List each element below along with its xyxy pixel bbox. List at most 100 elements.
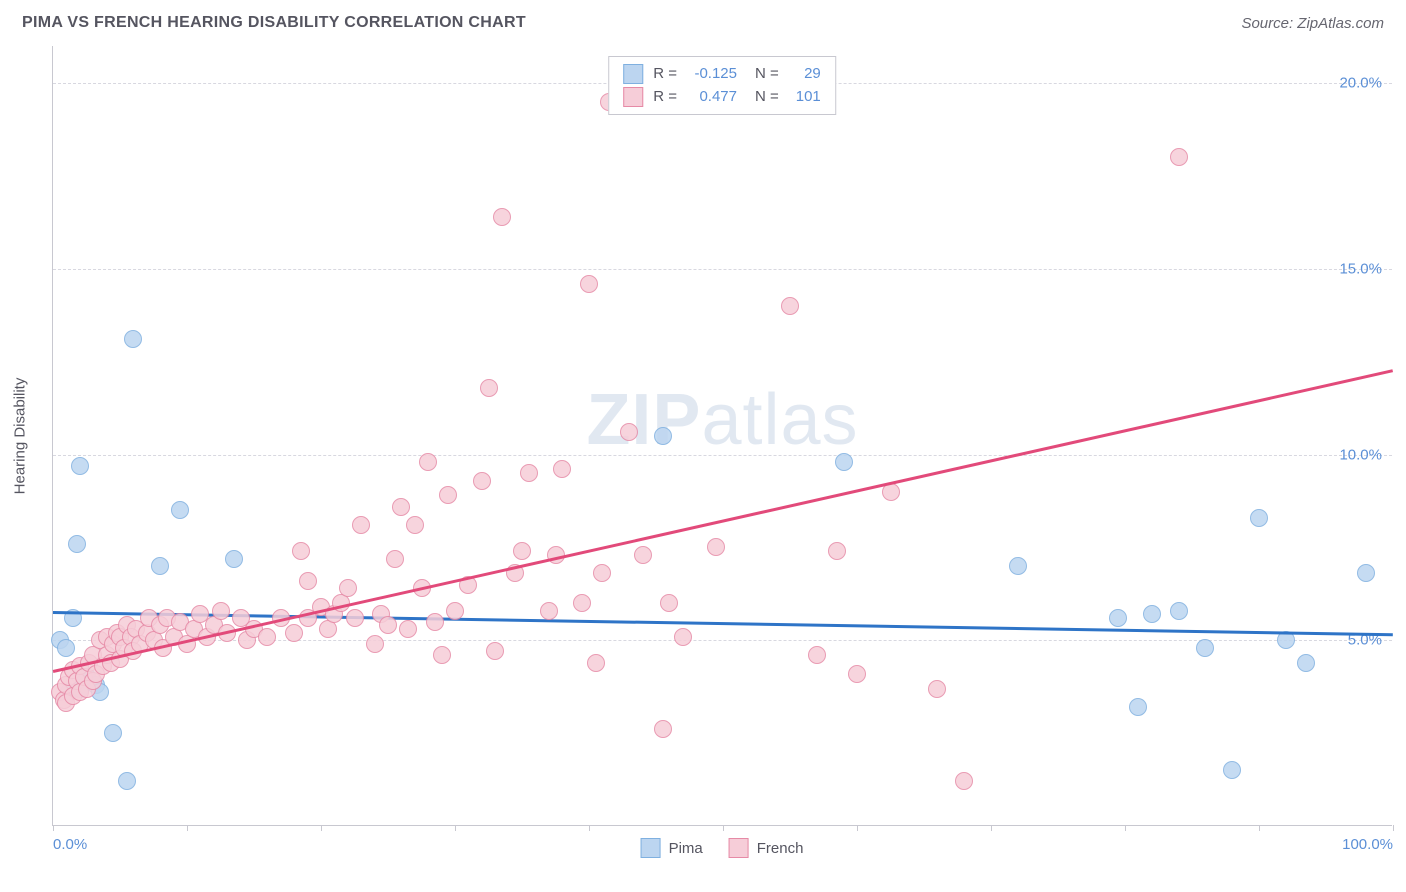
x-tick	[187, 825, 188, 831]
french-point	[473, 472, 491, 490]
x-tick	[53, 825, 54, 831]
pima-point	[1223, 761, 1241, 779]
pima-point	[104, 724, 122, 742]
french-point	[212, 602, 230, 620]
pima-label: Pima	[669, 840, 703, 857]
french-swatch	[623, 87, 643, 107]
plot-area: ZIPatlas 5.0%10.0%15.0%20.0%0.0%100.0%	[52, 46, 1392, 826]
french-point	[707, 538, 725, 556]
bottom-legend-item-french: French	[729, 838, 804, 858]
french-point	[828, 542, 846, 560]
bottom-legend: Pima French	[641, 838, 804, 858]
french-point	[258, 628, 276, 646]
french-point	[513, 542, 531, 560]
french-point	[593, 564, 611, 582]
french-point	[520, 464, 538, 482]
pima-point	[118, 772, 136, 790]
french-point	[848, 665, 866, 683]
pima-point	[835, 453, 853, 471]
french-point	[654, 720, 672, 738]
r-value: -0.125	[687, 63, 737, 86]
pima-point	[1170, 602, 1188, 620]
y-axis-label: Hearing Disability	[12, 378, 29, 495]
x-tick-label: 0.0%	[53, 836, 87, 853]
y-tick-label: 10.0%	[1339, 446, 1382, 463]
french-point	[580, 275, 598, 293]
x-tick	[589, 825, 590, 831]
french-point	[379, 616, 397, 634]
source-attribution: Source: ZipAtlas.com	[1241, 15, 1384, 32]
pima-point	[1196, 639, 1214, 657]
french-point	[386, 550, 404, 568]
pima-swatch	[641, 838, 661, 858]
pima-point	[124, 330, 142, 348]
french-point	[955, 772, 973, 790]
french-point	[480, 379, 498, 397]
y-tick-label: 15.0%	[1339, 260, 1382, 277]
french-point	[540, 602, 558, 620]
pima-point	[1143, 605, 1161, 623]
bottom-legend-item-pima: Pima	[641, 838, 703, 858]
french-point	[346, 609, 364, 627]
french-point	[285, 624, 303, 642]
french-point	[486, 642, 504, 660]
pima-point	[1357, 564, 1375, 582]
french-point	[439, 486, 457, 504]
x-tick	[991, 825, 992, 831]
french-point	[587, 654, 605, 672]
pima-point	[151, 557, 169, 575]
x-tick	[1259, 825, 1260, 831]
legend-stats-box: R =-0.125N =29R =0.477N =101	[608, 56, 836, 115]
gridline	[53, 269, 1392, 270]
pima-point	[68, 535, 86, 553]
x-tick	[1125, 825, 1126, 831]
pima-point	[1250, 509, 1268, 527]
correlation-chart: ZIPatlas 5.0%10.0%15.0%20.0%0.0%100.0% H…	[52, 46, 1392, 826]
french-point	[634, 546, 652, 564]
n-label: N =	[755, 63, 779, 86]
french-point	[573, 594, 591, 612]
pima-point	[1109, 609, 1127, 627]
french-point	[299, 572, 317, 590]
page-title: PIMA VS FRENCH HEARING DISABILITY CORREL…	[22, 14, 526, 32]
watermark: ZIPatlas	[586, 379, 858, 461]
pima-swatch	[623, 64, 643, 84]
pima-point	[71, 457, 89, 475]
french-point	[620, 423, 638, 441]
x-tick-label: 100.0%	[1342, 836, 1393, 853]
french-point	[339, 579, 357, 597]
pima-point	[171, 501, 189, 519]
n-label: N =	[755, 86, 779, 109]
y-tick-label: 20.0%	[1339, 75, 1382, 92]
french-point	[781, 297, 799, 315]
french-point	[1170, 148, 1188, 166]
french-trendline	[53, 369, 1394, 672]
french-label: French	[757, 840, 804, 857]
r-label: R =	[653, 63, 677, 86]
french-point	[446, 602, 464, 620]
french-point	[366, 635, 384, 653]
r-label: R =	[653, 86, 677, 109]
gridline	[53, 455, 1392, 456]
pima-point	[225, 550, 243, 568]
french-point	[406, 516, 424, 534]
french-point	[292, 542, 310, 560]
x-tick	[1393, 825, 1394, 831]
pima-point	[1297, 654, 1315, 672]
french-point	[493, 208, 511, 226]
pima-point	[1009, 557, 1027, 575]
french-swatch	[729, 838, 749, 858]
french-point	[553, 460, 571, 478]
french-point	[928, 680, 946, 698]
french-point	[399, 620, 417, 638]
french-point	[674, 628, 692, 646]
french-point	[433, 646, 451, 664]
french-point	[392, 498, 410, 516]
pima-point	[654, 427, 672, 445]
n-value: 29	[789, 63, 821, 86]
french-point	[808, 646, 826, 664]
french-point	[352, 516, 370, 534]
n-value: 101	[789, 86, 821, 109]
legend-stats-row-pima: R = -0.125 N = 29	[623, 63, 821, 86]
x-tick	[857, 825, 858, 831]
